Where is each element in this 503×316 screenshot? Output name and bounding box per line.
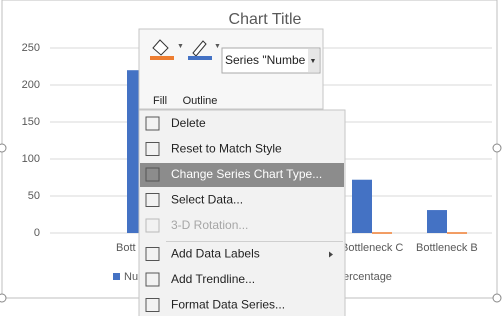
series-dropdown[interactable]: ▼ Series "Numbe	[221, 47, 321, 74]
x-tick-label: Bottleneck C	[341, 242, 403, 254]
dropdown-box	[221, 47, 321, 74]
menu-icon	[145, 247, 160, 261]
handle[interactable]	[0, 143, 7, 153]
y-tick-label: 150	[22, 116, 40, 128]
menu-item[interactable]: Delete	[145, 116, 206, 131]
dropdown-button	[308, 49, 319, 72]
menu-item: 3-D Rotation...	[145, 218, 248, 233]
dropdown-arrow: ▼	[177, 43, 184, 50]
legend-label: ercentage	[343, 271, 392, 283]
outline-button[interactable]: ▼ Outline	[183, 40, 221, 107]
menu-icon	[145, 142, 160, 156]
menu-item-label: Delete	[171, 116, 206, 130]
menu-icon	[145, 116, 160, 131]
handle[interactable]	[492, 293, 502, 303]
selection-handles	[0, 143, 502, 303]
menu-item-label: Select Data...	[171, 193, 243, 207]
dropdown-arrow: ▼	[214, 43, 221, 50]
menu-item[interactable]: Format Data Series...	[145, 298, 285, 312]
fill-icon	[152, 39, 169, 56]
menu-item-label: 3-D Rotation...	[171, 218, 248, 232]
fill-label: Fill	[153, 95, 167, 107]
menu-icon	[145, 167, 160, 182]
menu-item[interactable]: Select Data...	[145, 193, 243, 207]
menu-item-label: Add Trendline...	[171, 272, 255, 286]
y-tick-label: 0	[34, 227, 40, 239]
menu-item-label: Change Series Chart Type...	[171, 167, 322, 181]
outline-color	[188, 56, 212, 60]
menu-box	[138, 109, 346, 316]
chart-title[interactable]: Chart Title	[229, 11, 302, 28]
outline-icon	[192, 40, 207, 57]
menu-icon	[145, 298, 160, 312]
menu-highlight	[140, 163, 344, 187]
menu-item-label: Reset to Match Style	[171, 142, 282, 156]
x-tick-label: Bott	[116, 242, 136, 254]
menu-icon	[145, 272, 160, 287]
handle[interactable]	[0, 293, 7, 303]
submenu-arrow	[329, 251, 333, 258]
bar[interactable]	[427, 210, 447, 233]
bar[interactable]	[447, 232, 467, 234]
menu-item[interactable]: Add Data Labels	[145, 247, 333, 261]
context-menu: Delete Reset to Match Style Change Series …	[138, 109, 346, 316]
fill-color	[150, 56, 174, 60]
menu-item-label: Add Data Labels	[171, 247, 260, 261]
menu-icon	[145, 193, 160, 207]
menu-icon	[145, 218, 160, 233]
series-select-text: Series "Numbe	[225, 53, 306, 67]
y-tick-label: 50	[28, 190, 40, 202]
dropdown-arrow: ▼	[310, 58, 317, 65]
fill-button[interactable]: ▼ Fill	[150, 39, 184, 107]
x-tick-label: Bottleneck B	[416, 242, 478, 254]
y-tick-label: 200	[22, 79, 40, 91]
menu-item[interactable]: Change Series Chart Type...	[140, 163, 344, 187]
handle[interactable]	[492, 143, 502, 153]
bar[interactable]	[352, 179, 372, 233]
y-tick-label: 100	[22, 153, 40, 165]
legend-label: Nu	[124, 271, 138, 283]
outline-label: Outline	[183, 95, 218, 107]
menu-item[interactable]: Reset to Match Style	[145, 142, 282, 156]
mini-toolbar: ▼ Fill ▼ Outline ▼ Series "Numbe	[138, 28, 324, 110]
bar[interactable]	[372, 232, 392, 234]
legend-swatch	[113, 273, 120, 280]
menu-item[interactable]: Add Trendline...	[145, 272, 255, 287]
y-tick-label: 250	[22, 42, 40, 54]
menu-item-label: Format Data Series...	[171, 298, 285, 312]
